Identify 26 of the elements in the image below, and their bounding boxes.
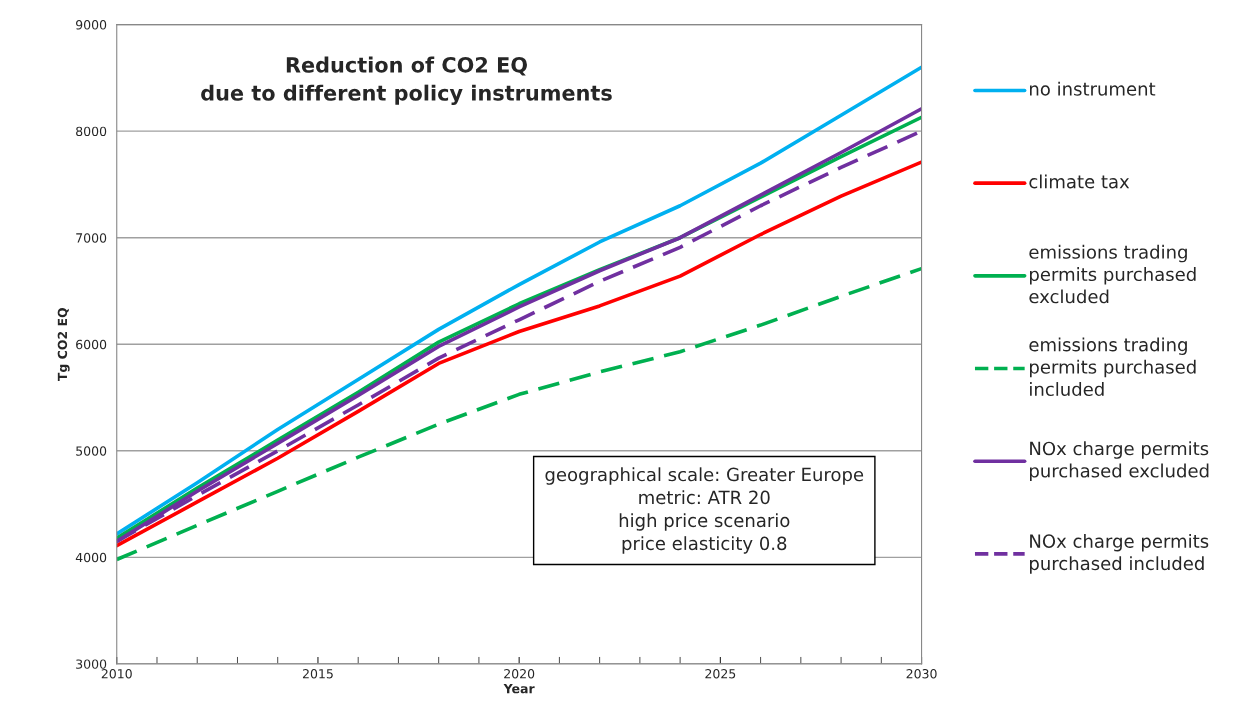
text: Reduction of CO2 EQ due to different policy instruments [201, 56, 612, 105]
legend-label: no instrument [1030, 81, 1156, 96]
legend-label: emissions trading permits purchased included [1029, 337, 1196, 397]
x-tick-label: 2020 [504, 668, 535, 679]
y-tick-label: 3000 [76, 659, 107, 669]
x-tick-label: 2030 [906, 668, 937, 679]
annotation: high price scenario [619, 513, 790, 531]
legend-label: NOx charge permits purchased excluded [1030, 441, 1209, 482]
annotation: price elasticity 0.8 [622, 536, 787, 554]
legend-label: NOx charge permits purchased included [1030, 533, 1209, 574]
x-tick-label: 2015 [302, 668, 333, 679]
annotation: geographical scale: Greater Europe [545, 467, 864, 485]
legend-label: emissions trading permits purchased excluded [1029, 244, 1196, 304]
y-tick-label: 4000 [75, 552, 107, 563]
annotation: metric: ATR 20 [639, 490, 770, 505]
y-axis-title: Tg CO2 EQ [57, 307, 70, 382]
x-tick-label: 2025 [705, 668, 736, 679]
y-tick-label: 9000 [76, 20, 107, 30]
x-tick-label: 2010 [101, 668, 132, 679]
y-tick-label: 6000 [76, 339, 107, 350]
x-axis-title: Year [503, 684, 535, 694]
legend-label: climate tax [1029, 174, 1130, 189]
line-series [116, 266, 922, 562]
y-tick-label: 5000 [76, 446, 107, 456]
y-tick-label: 8000 [76, 126, 107, 137]
y-tick-label: 7000 [76, 233, 107, 243]
